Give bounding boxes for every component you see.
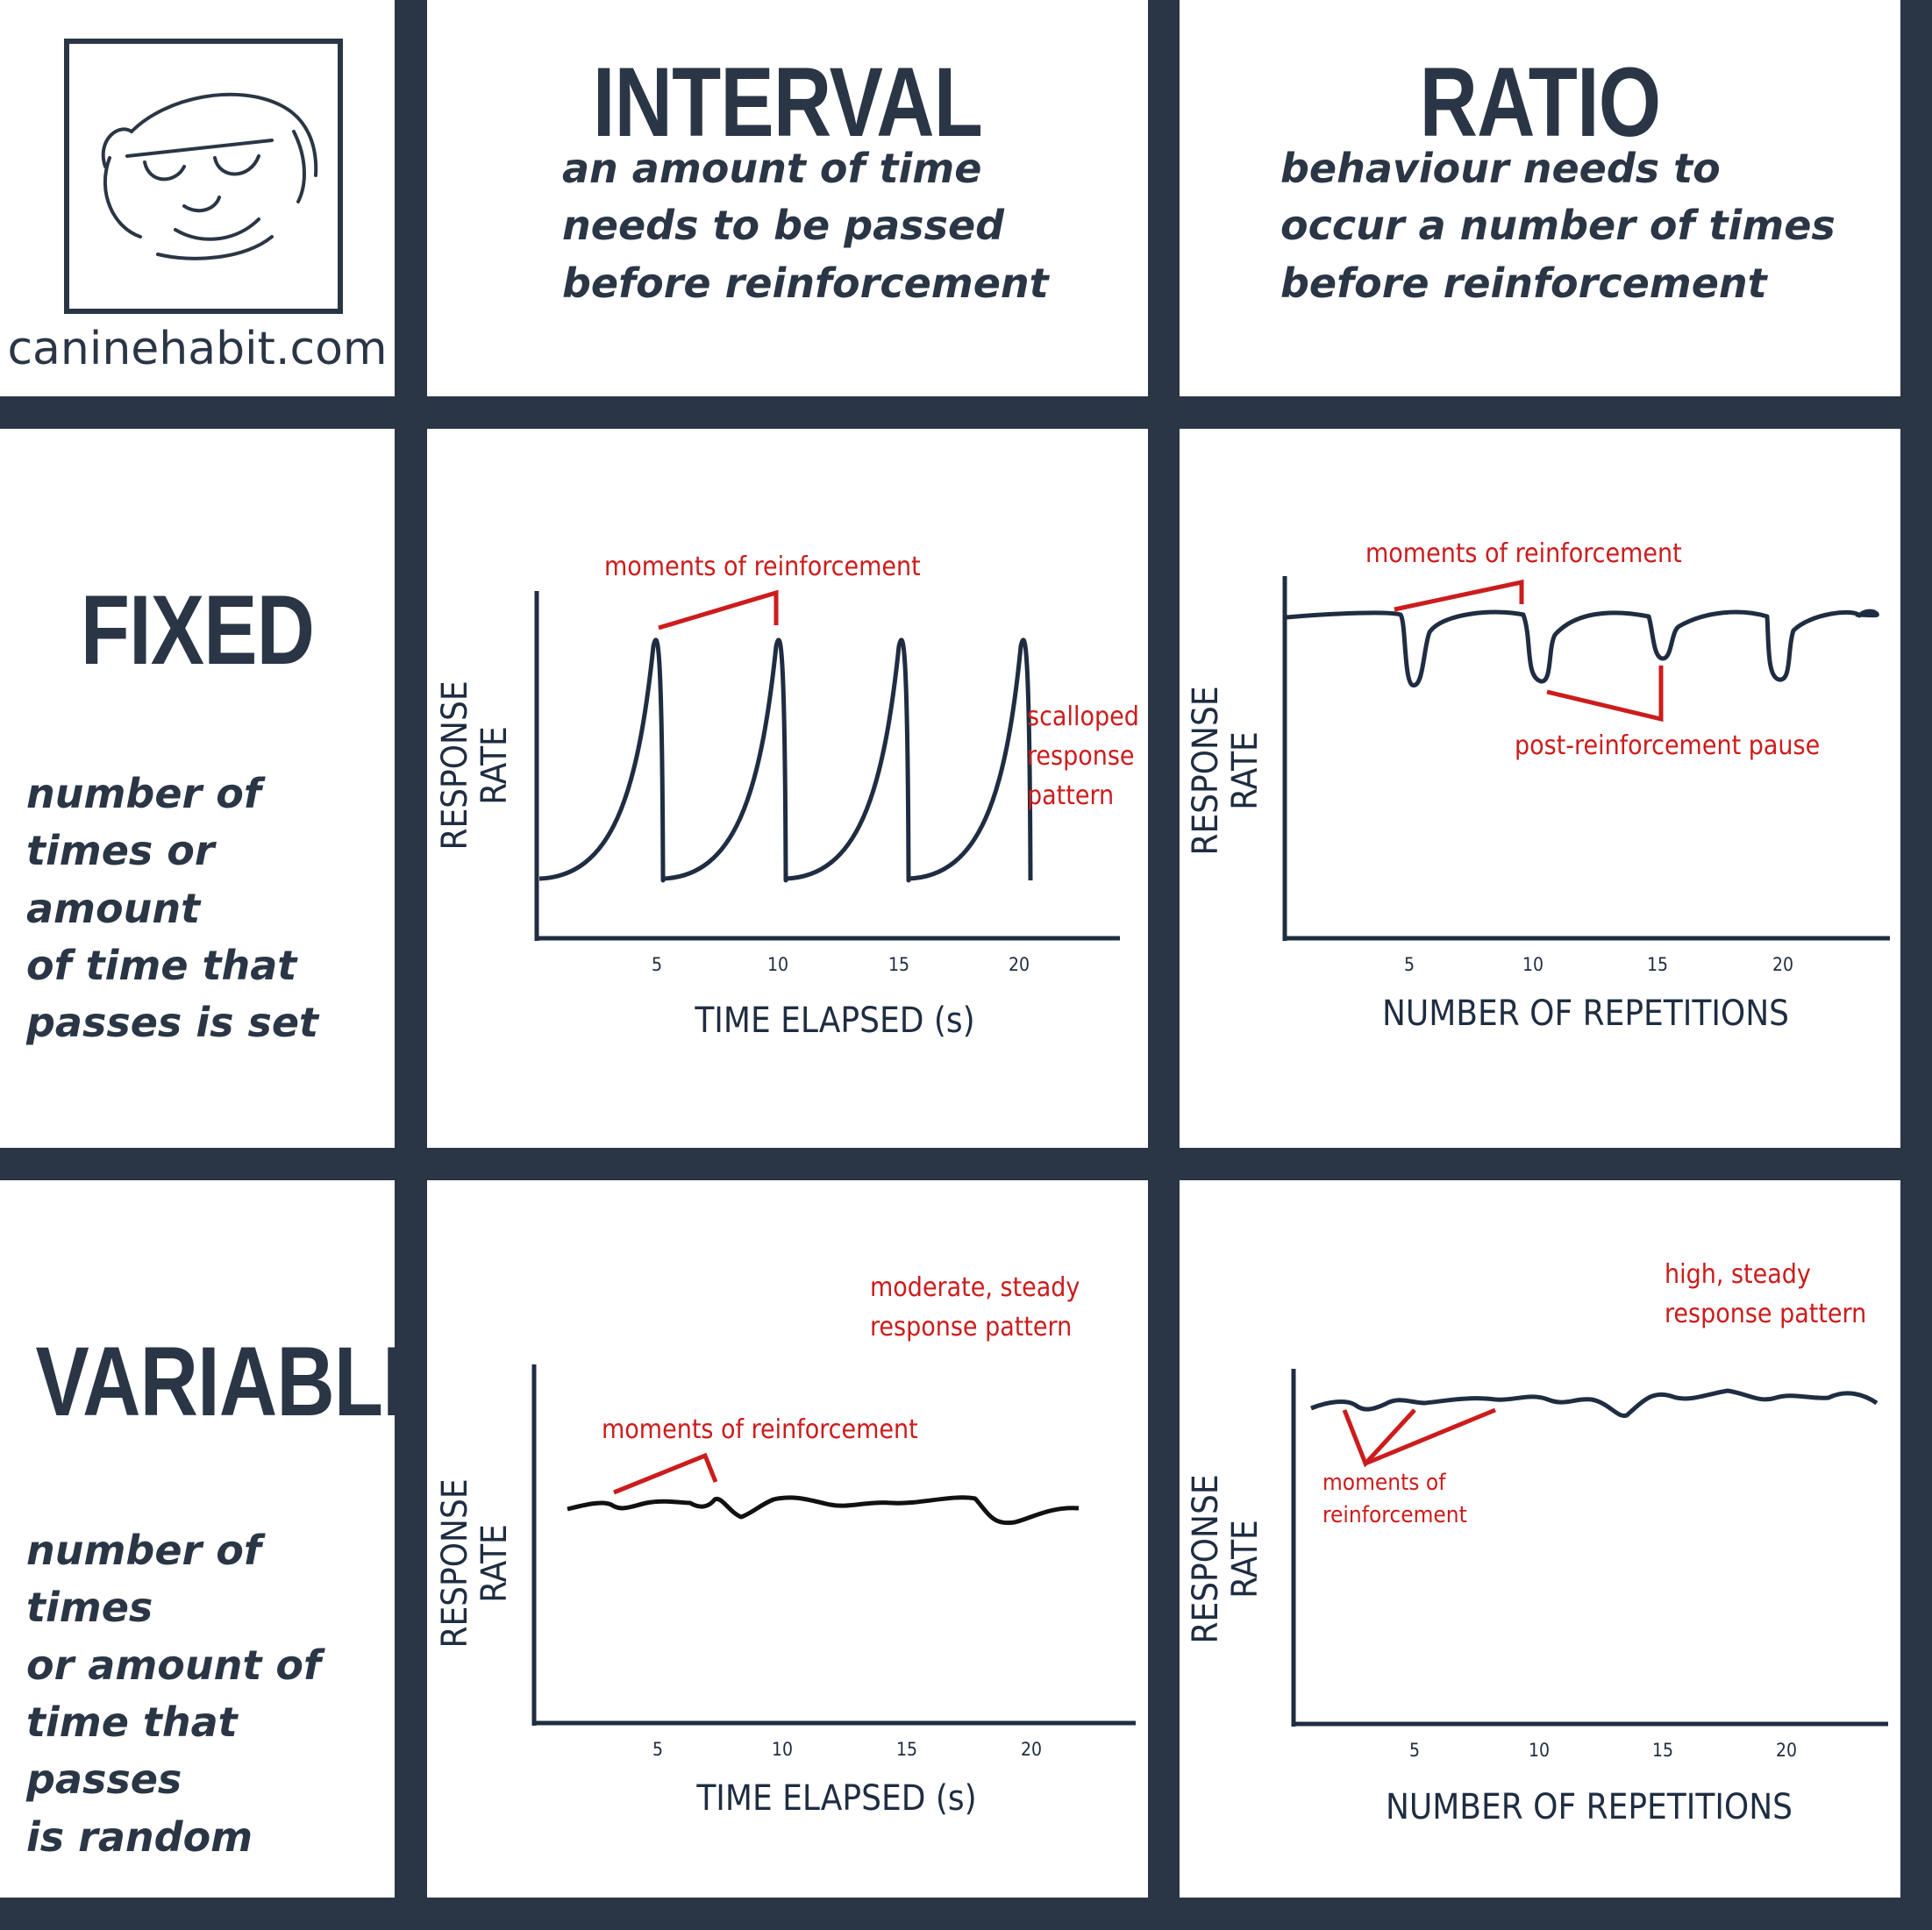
annotation-steady: moderate, steady response pattern xyxy=(870,1272,1080,1342)
annotation-line: pattern xyxy=(1027,780,1114,811)
x-tick-label: 10 xyxy=(1522,954,1543,975)
annotation-moments: moments of reinforcement xyxy=(1322,1470,1467,1528)
ratio-title: RATIO xyxy=(1419,47,1662,157)
annotation-line: response pattern xyxy=(1665,1299,1866,1329)
x-axis-label: TIME ELAPSED (s) xyxy=(694,1001,974,1041)
site-url: caninehabit.com xyxy=(7,323,388,375)
scalloped-response-curve xyxy=(538,637,1033,883)
x-tick-label: 10 xyxy=(767,954,788,975)
variable-description: number of times or amount of time that p… xyxy=(26,1527,321,1861)
reinforcement-bracket xyxy=(613,1452,718,1495)
annotation-scalloped: scalloped response pattern xyxy=(1027,701,1139,811)
y-label-line: RESPONSE xyxy=(435,1478,475,1648)
x-tick-label: 5 xyxy=(1409,1740,1420,1761)
y-axis-label: RESPONSE RATE xyxy=(1186,686,1265,855)
ratio-description: behaviour needs to occur a number of tim… xyxy=(1280,145,1836,307)
pause-bracket xyxy=(1546,666,1664,723)
y-label-line: RESPONSE xyxy=(1186,686,1226,855)
annotation-moments: moments of reinforcement xyxy=(602,1414,918,1445)
annotation-line: moments of xyxy=(1322,1470,1446,1496)
y-axis-label: RESPONSE RATE xyxy=(1186,1474,1265,1643)
x-tick-label: 15 xyxy=(896,1739,917,1760)
fixed-interval-chart: 5 10 15 20 TIME ELAPSED (s) RESPONSE RAT… xyxy=(435,552,1139,1041)
y-label-line: RESPONSE xyxy=(435,680,475,850)
interval-title: INTERVAL xyxy=(592,47,983,157)
y-label-line: RATE xyxy=(474,1524,515,1603)
x-tick-label: 20 xyxy=(1772,954,1793,975)
y-label-line: RATE xyxy=(1225,1520,1265,1599)
reinforcement-bracket xyxy=(1394,579,1524,612)
variable-header-cell: VARIABLE number of times or amount of ti… xyxy=(0,1180,395,1898)
fixed-ratio-chart: 5 10 15 20 NUMBER OF REPETITIONS RESPONS… xyxy=(1186,538,1890,1034)
ratio-header-cell: RATIO behaviour needs to occur a number … xyxy=(1180,0,1900,396)
reinforcement-bracket xyxy=(658,589,779,630)
x-tick-label: 5 xyxy=(652,1739,663,1760)
x-ticks: 5 10 15 20 xyxy=(652,954,1030,975)
y-label-line: RATE xyxy=(474,726,515,805)
annotation-line: high, steady xyxy=(1665,1259,1811,1290)
variable-title: VARIABLE xyxy=(35,1327,396,1436)
interval-header-cell: INTERVAL an amount of time needs to be p… xyxy=(427,0,1148,396)
annotation-moments: moments of reinforcement xyxy=(1365,538,1682,569)
y-axis-label: RESPONSE RATE xyxy=(435,1478,515,1648)
fixed-interval-cell: 5 10 15 20 TIME ELAPSED (s) RESPONSE RAT… xyxy=(427,429,1148,1148)
reinforcement-pointers xyxy=(1342,1407,1496,1468)
fixed-description: number of times or amount of time that p… xyxy=(26,770,319,1047)
x-tick-label: 20 xyxy=(1776,1740,1797,1761)
x-tick-label: 15 xyxy=(1647,954,1668,975)
moderate-steady-curve xyxy=(567,1495,1080,1526)
x-tick-label: 5 xyxy=(1404,954,1415,975)
x-tick-label: 15 xyxy=(888,954,909,975)
variable-ratio-chart: 5 10 15 20 NUMBER OF REPETITIONS RESPONS… xyxy=(1186,1259,1888,1827)
x-tick-label: 10 xyxy=(772,1739,793,1760)
variable-ratio-cell: 5 10 15 20 NUMBER OF REPETITIONS RESPONS… xyxy=(1180,1180,1900,1898)
annotation-line: scalloped xyxy=(1027,701,1139,732)
logo-cell: caninehabit.com xyxy=(0,0,395,396)
annotation-line: reinforcement xyxy=(1322,1502,1467,1528)
annotation-line: response xyxy=(1027,741,1135,772)
x-ticks: 5 10 15 20 xyxy=(1409,1740,1797,1761)
variable-interval-cell: 5 10 15 20 TIME ELAPSED (s) RESPONSE RAT… xyxy=(427,1180,1148,1898)
y-label-line: RATE xyxy=(1225,731,1265,810)
variable-interval-chart: 5 10 15 20 TIME ELAPSED (s) RESPONSE RAT… xyxy=(435,1272,1136,1819)
x-ticks: 5 10 15 20 xyxy=(652,1739,1042,1760)
x-tick-label: 10 xyxy=(1529,1740,1550,1761)
x-ticks: 5 10 15 20 xyxy=(1404,954,1793,975)
x-tick-label: 20 xyxy=(1021,1739,1042,1760)
annotation-line: response pattern xyxy=(870,1312,1072,1342)
x-tick-label: 5 xyxy=(652,954,662,975)
x-axis-label: TIME ELAPSED (s) xyxy=(695,1778,976,1819)
fixed-title: FIXED xyxy=(80,575,315,685)
x-tick-label: 15 xyxy=(1652,1740,1673,1761)
dog-logo-icon xyxy=(64,39,343,314)
y-axis-label: RESPONSE RATE xyxy=(435,680,515,850)
annotation-steady: high, steady response pattern xyxy=(1665,1259,1866,1329)
x-axis-label: NUMBER OF REPETITIONS xyxy=(1386,1787,1793,1827)
annotation-moments: moments of reinforcement xyxy=(604,552,921,582)
annotation-line: moderate, steady xyxy=(870,1272,1080,1303)
fixed-ratio-response-curve xyxy=(1286,609,1879,687)
x-tick-label: 20 xyxy=(1009,954,1030,975)
annotation-pause: post-reinforcement pause xyxy=(1515,730,1820,761)
fixed-header-cell: FIXED number of times or amount of time … xyxy=(0,429,395,1148)
high-steady-curve xyxy=(1310,1388,1879,1419)
interval-description: an amount of time needs to be passed bef… xyxy=(562,145,1049,307)
x-axis-label: NUMBER OF REPETITIONS xyxy=(1382,993,1789,1034)
fixed-ratio-cell: 5 10 15 20 NUMBER OF REPETITIONS RESPONS… xyxy=(1180,429,1900,1148)
y-label-line: RESPONSE xyxy=(1186,1474,1226,1643)
